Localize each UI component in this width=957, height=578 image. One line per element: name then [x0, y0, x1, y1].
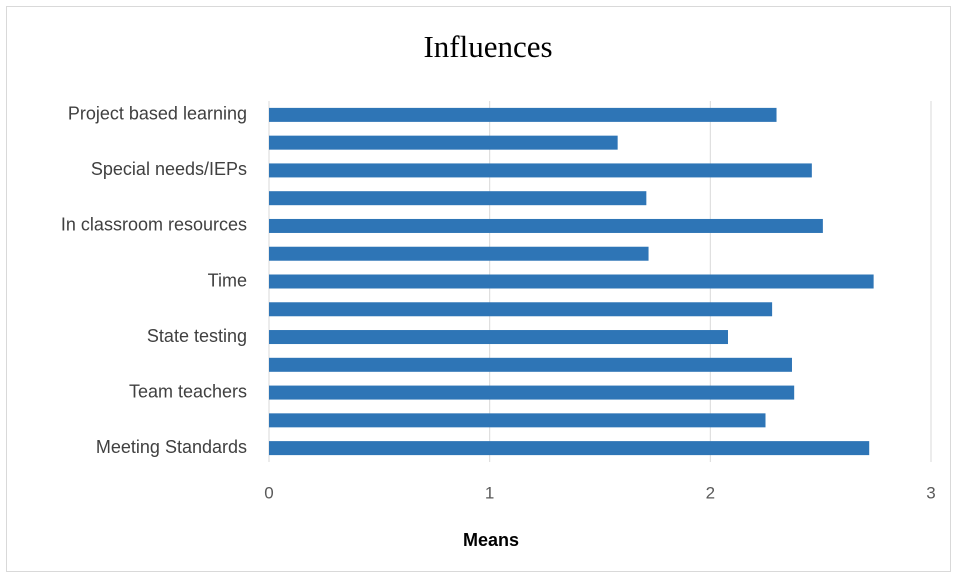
bar [269, 191, 647, 206]
bar [269, 246, 649, 261]
bar [269, 274, 874, 289]
bar [269, 357, 792, 372]
x-tick-label: 2 [706, 483, 715, 502]
bar [269, 385, 795, 400]
chart-title: Influences [423, 29, 552, 64]
y-tick-label: In classroom resources [61, 215, 247, 235]
bar [269, 163, 812, 178]
x-tick-label: 0 [264, 483, 273, 502]
bar [269, 413, 766, 428]
x-axis-label: Means [463, 530, 519, 550]
bar [269, 441, 870, 456]
bar [269, 302, 773, 317]
bar [269, 218, 823, 233]
y-tick-label: Special needs/IEPs [91, 159, 247, 179]
y-tick-label: State testing [147, 326, 247, 346]
bar [269, 135, 618, 150]
chart-border [6, 6, 951, 572]
bar [269, 107, 777, 122]
y-tick-label: Team teachers [129, 381, 247, 401]
x-tick-label: 3 [926, 483, 935, 502]
bar [269, 330, 728, 345]
y-tick-label: Time [208, 270, 247, 290]
y-tick-label: Project based learning [68, 104, 247, 124]
y-tick-label: Meeting Standards [96, 437, 247, 457]
x-tick-label: 1 [485, 483, 494, 502]
